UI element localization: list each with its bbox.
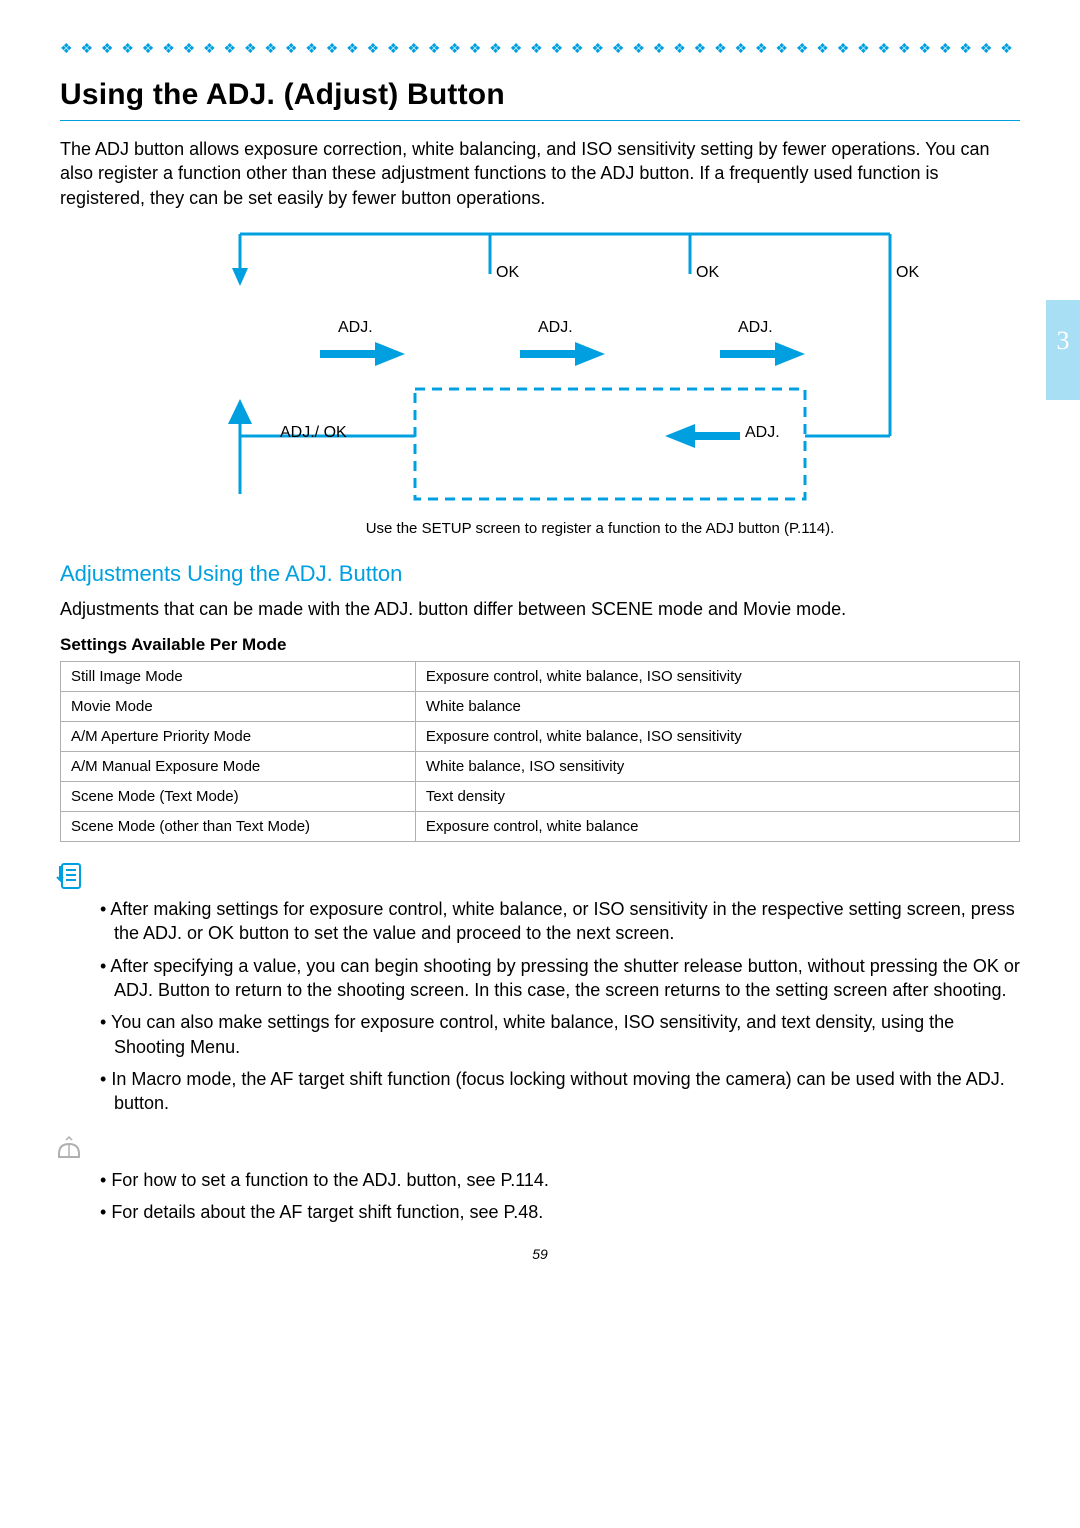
list-item: For how to set a function to the ADJ. bu… (100, 1168, 1020, 1192)
note-icon (56, 862, 82, 892)
table-cell: White balance (415, 692, 1019, 722)
table-cell: A/M Manual Exposure Mode (61, 752, 416, 782)
table-row: A/M Aperture Priority ModeExposure contr… (61, 722, 1020, 752)
page-title: Using the ADJ. (Adjust) Button (60, 78, 1020, 112)
sub-intro: Adjustments that can be made with the AD… (60, 597, 1020, 621)
ok-label: OK (696, 264, 719, 282)
adj-label: ADJ. (538, 319, 573, 337)
list-item: For details about the AF target shift fu… (100, 1200, 1020, 1224)
table-cell: Exposure control, white balance, ISO sen… (415, 722, 1019, 752)
ok-label: OK (896, 264, 919, 282)
ok-label: OK (496, 264, 519, 282)
diagram-caption: Use the SETUP screen to register a funct… (180, 520, 1020, 537)
table-cell: Text density (415, 782, 1019, 812)
table-cell: Exposure control, white balance, ISO sen… (415, 662, 1019, 692)
list-item: After specifying a value, you can begin … (100, 954, 1020, 1003)
flow-diagram-svg (180, 224, 960, 514)
table-row: A/M Manual Exposure ModeWhite balance, I… (61, 752, 1020, 782)
table-cell: White balance, ISO sensitivity (415, 752, 1019, 782)
adj-label: ADJ. (738, 319, 773, 337)
list-item: You can also make settings for exposure … (100, 1010, 1020, 1059)
table-cell: Scene Mode (Text Mode) (61, 782, 416, 812)
reference-icon (56, 1134, 82, 1164)
table-row: Scene Mode (other than Text Mode)Exposur… (61, 812, 1020, 842)
table-cell: Movie Mode (61, 692, 416, 722)
notes-list-2: For how to set a function to the ADJ. bu… (60, 1168, 1020, 1225)
title-underline (60, 120, 1020, 121)
flow-diagram: OK OK OK ADJ. ADJ. ADJ. ADJ./ OK ADJ. (180, 224, 960, 514)
list-item: In Macro mode, the AF target shift funct… (100, 1067, 1020, 1116)
table-cell: Scene Mode (other than Text Mode) (61, 812, 416, 842)
settings-table: Still Image ModeExposure control, white … (60, 661, 1020, 842)
table-cell: Still Image Mode (61, 662, 416, 692)
table-heading: Settings Available Per Mode (60, 635, 1020, 655)
list-item: After making settings for exposure contr… (100, 897, 1020, 946)
subheading: Adjustments Using the ADJ. Button (60, 561, 1020, 587)
chapter-tab: 3 (1046, 300, 1080, 400)
table-cell: A/M Aperture Priority Mode (61, 722, 416, 752)
table-row: Movie ModeWhite balance (61, 692, 1020, 722)
adj-label: ADJ. (745, 424, 780, 442)
table-row: Still Image ModeExposure control, white … (61, 662, 1020, 692)
page-number: 59 (60, 1246, 1020, 1262)
decorative-border-top: ❖ ❖ ❖ ❖ ❖ ❖ ❖ ❖ ❖ ❖ ❖ ❖ ❖ ❖ ❖ ❖ ❖ ❖ ❖ ❖ … (60, 40, 1020, 58)
adj-ok-label: ADJ./ OK (280, 424, 347, 442)
chapter-number: 3 (1057, 326, 1070, 355)
intro-paragraph: The ADJ button allows exposure correctio… (60, 137, 1020, 210)
table-row: Scene Mode (Text Mode)Text density (61, 782, 1020, 812)
notes-list-1: After making settings for exposure contr… (60, 897, 1020, 1115)
table-cell: Exposure control, white balance (415, 812, 1019, 842)
adj-label: ADJ. (338, 319, 373, 337)
